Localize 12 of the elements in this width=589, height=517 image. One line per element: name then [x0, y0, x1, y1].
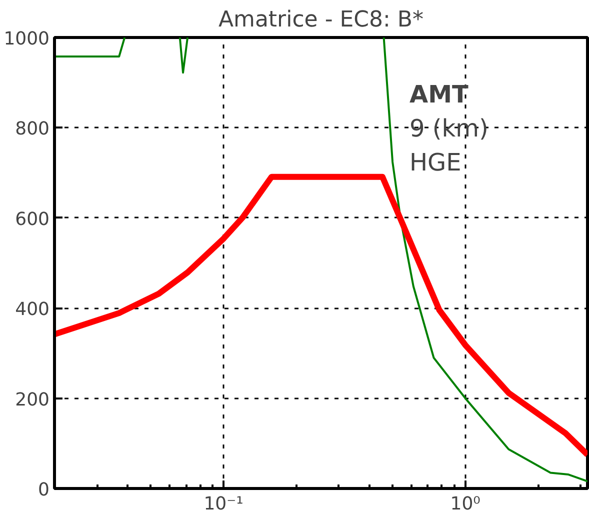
x-tick-label: 10⁻¹ — [204, 494, 244, 514]
x-tick-label: 10⁰ — [450, 494, 480, 514]
y-tick-label: 800 — [15, 118, 50, 140]
y-tick-label: 1000 — [4, 28, 50, 50]
y-tick-label: 600 — [15, 208, 50, 230]
annotation: HGE — [410, 148, 462, 176]
y-tick-label: 200 — [15, 389, 50, 410]
y-tick-label: 400 — [15, 299, 50, 320]
annotation: AMT — [410, 80, 469, 108]
y-tick-label: 0 — [38, 480, 50, 500]
chart-title: Amatrice - EC8: B* — [218, 8, 424, 32]
annotation: 9 (km) — [410, 114, 488, 142]
